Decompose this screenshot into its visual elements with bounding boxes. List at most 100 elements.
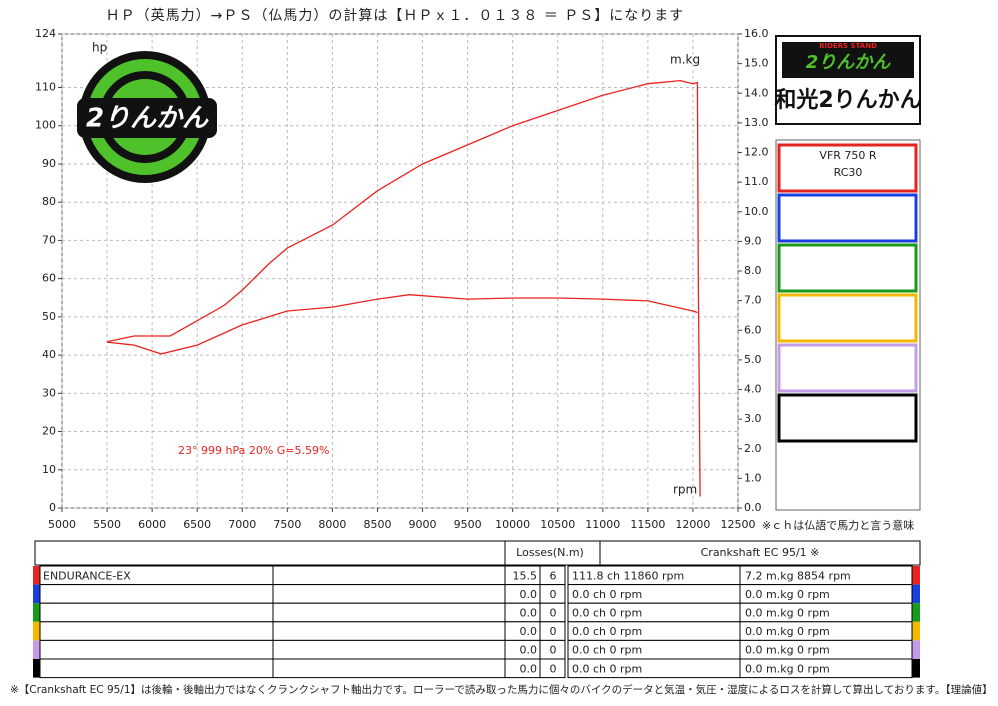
y2-tick-label: 8.0 — [744, 264, 762, 277]
y-tick-label: 10 — [42, 463, 56, 476]
row-power: 0.0 ch 0 rpm — [572, 644, 642, 657]
row-color — [33, 640, 40, 659]
y2-tick-label: 9.0 — [744, 234, 762, 247]
y-axis-label: hp — [92, 41, 107, 55]
x-tick-label: 6000 — [138, 518, 166, 531]
table-cell — [39, 658, 274, 679]
y-tick-label: 80 — [42, 195, 56, 208]
y-tick-label: 20 — [42, 425, 56, 438]
left-logo: 2りんかん — [77, 51, 217, 183]
row-torque: 0.0 m.kg 0 rpm — [745, 662, 830, 675]
table-header: Crankshaft EC 95/1 ※ — [701, 546, 820, 559]
legend-text: VFR 750 R — [819, 149, 876, 162]
table-cell — [39, 621, 274, 641]
row-power: 0.0 ch 0 rpm — [572, 662, 642, 675]
row-torque: 7.2 m.kg 8854 rpm — [745, 569, 851, 582]
table-header: Losses(N.m) — [516, 546, 584, 559]
row-color — [33, 621, 40, 641]
row-loss: 6 — [550, 569, 557, 582]
row-loss: 15.5 — [513, 569, 538, 582]
y2-tick-label: 7.0 — [744, 294, 762, 307]
table-cell — [272, 639, 506, 660]
y2-tick-label: 3.0 — [744, 412, 762, 425]
y2-tick-label: 11.0 — [744, 175, 769, 188]
logo-small: RIDERS STAND — [819, 42, 877, 50]
y2-tick-label: 1.0 — [744, 471, 762, 484]
logo-main: 和光2りんかん — [774, 88, 921, 113]
y2-tick-label: 12.0 — [744, 146, 769, 159]
row-loss: 0 — [550, 588, 557, 601]
row-color — [912, 584, 920, 604]
row-loss: 0.0 — [520, 607, 538, 620]
x-tick-label: 12000 — [675, 518, 710, 531]
x-tick-label: 7000 — [228, 518, 256, 531]
legend-box — [777, 393, 918, 443]
legend-box — [777, 343, 918, 393]
table-cell — [599, 540, 921, 566]
legend-text: RC30 — [834, 166, 863, 179]
x-tick-label: 10500 — [540, 518, 575, 531]
y2-tick-label: 6.0 — [744, 323, 762, 336]
x-tick-label: 5500 — [93, 518, 121, 531]
logo-text: 2りんかん — [806, 52, 892, 73]
y2-tick-label: 4.0 — [744, 383, 762, 396]
row-torque: 0.0 m.kg 0 rpm — [745, 644, 830, 657]
legend-box — [777, 143, 918, 193]
table-cell — [39, 602, 274, 623]
table-cell — [272, 565, 506, 586]
right-logo: RIDERS STAND 2りんかん 和光2りんかん — [774, 35, 922, 125]
table: Losses(N.m) Crankshaft EC 95/1 ※ ENDURANCE… — [33, 540, 921, 679]
table-cell — [739, 658, 913, 679]
legend: VFR 750 R RC30 — [777, 143, 918, 443]
table-cell — [504, 540, 601, 566]
x-tick-label: 9000 — [409, 518, 437, 531]
y-tick-label: 50 — [42, 310, 56, 323]
row-torque: 0.0 m.kg 0 rpm — [745, 625, 830, 638]
x-tick-label: 6500 — [183, 518, 211, 531]
row-power: 0.0 ch 0 rpm — [572, 607, 642, 620]
row-color — [912, 566, 920, 585]
table-cell — [34, 540, 506, 566]
y-tick-label: 60 — [42, 272, 56, 285]
row-loss: 0.0 — [520, 625, 538, 638]
y-tick-label: 110 — [35, 81, 56, 94]
x-tick-label: 9500 — [454, 518, 482, 531]
x-tick-label: 12500 — [721, 518, 756, 531]
row-loss: 0.0 — [520, 588, 538, 601]
row-color — [33, 603, 40, 622]
row-color — [33, 566, 40, 585]
y2-axis-label: m.kg — [670, 53, 700, 67]
x-tick-label: 7500 — [273, 518, 301, 531]
table-cell — [272, 658, 506, 679]
x-tick-label: 10000 — [495, 518, 530, 531]
row-loss: 0 — [550, 644, 557, 657]
data-line — [106, 79, 701, 497]
y2-tick-label: 13.0 — [744, 116, 769, 129]
y2-tick-label: 5.0 — [744, 353, 762, 366]
y-tick-label: 100 — [35, 119, 56, 132]
row-color — [912, 603, 920, 622]
row-color — [912, 640, 920, 659]
chart-title: ＨＰ（英馬力）→ＰＳ（仏馬力）の計算は【ＨＰｘ１．０１３８ ＝ ＰＳ】になります — [106, 7, 685, 24]
x-tick-label: 8000 — [318, 518, 346, 531]
table-cell — [272, 621, 506, 641]
row-loss: 0 — [550, 625, 557, 638]
x-axis-label: rpm — [673, 483, 697, 497]
footer: ※【Crankshaft EC 95/1】は後輪・後軸出力ではなくクランクシャフ… — [10, 683, 993, 696]
table-cell — [39, 584, 274, 604]
table-cell — [539, 658, 566, 679]
x-tick-label: 5000 — [48, 518, 76, 531]
row-power: 0.0 ch 0 rpm — [572, 588, 642, 601]
row-torque: 0.0 m.kg 0 rpm — [745, 607, 830, 620]
y-tick-label: 40 — [42, 348, 56, 361]
annotation: 23° 999 hPa 20% G=5.59% — [178, 444, 329, 457]
y2-tick-label: 15.0 — [744, 57, 769, 70]
row-loss: 0.0 — [520, 662, 538, 675]
row-loss: 0.0 — [520, 644, 538, 657]
data-line — [107, 294, 698, 355]
logo-text: 2りんかん — [86, 104, 209, 134]
row-name: ENDURANCE-EX — [43, 569, 131, 582]
row-power: 0.0 ch 0 rpm — [572, 625, 642, 638]
row-color — [33, 659, 40, 678]
